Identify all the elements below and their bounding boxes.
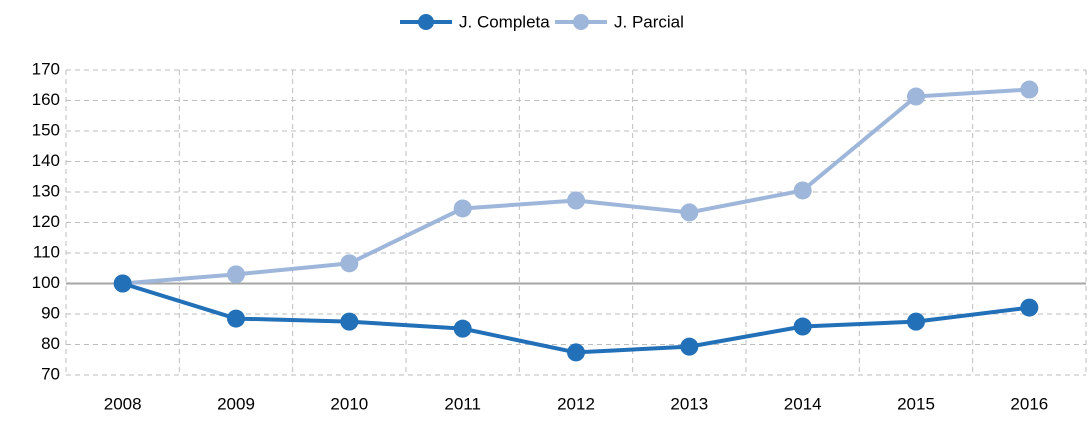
x-tick-label: 2011 [444,394,481,413]
data-point [227,309,245,328]
y-tick-label: 170 [32,59,60,78]
x-tick-label: 2010 [330,394,368,413]
data-point [1020,298,1039,317]
data-point [907,87,925,106]
x-tick-label: 2016 [1010,394,1048,413]
data-point [1020,80,1039,99]
data-point [340,254,359,273]
series-line [122,281,1030,355]
y-tick-label: 160 [32,90,60,109]
data-point [113,274,132,293]
legend-label: J. Completa [459,12,550,31]
data-point [567,191,585,210]
x-tick-label: 2012 [557,394,595,413]
y-tick-label: 70 [41,364,60,383]
legend-label: J. Parcial [614,12,684,31]
y-tick-label: 120 [32,212,60,231]
data-point [453,319,472,338]
legend-marker [573,14,589,30]
y-tick-label: 130 [32,181,60,200]
x-tick-label: 2008 [104,394,142,413]
x-tick-label: 2009 [217,394,255,413]
data-point [793,317,812,336]
y-tick-label: 150 [32,120,60,139]
data-point [227,265,245,284]
y-tick-label: 100 [32,273,60,292]
y-tick-label: 140 [32,151,60,170]
x-tick-label: 2013 [670,394,708,413]
data-point [907,312,925,331]
data-point [567,343,585,362]
legend-marker [418,14,434,30]
x-tick-label: 2014 [784,394,822,413]
data-point [680,203,699,222]
data-point [793,181,812,200]
data-point [453,199,472,218]
y-tick-label: 110 [33,242,60,261]
x-tick-label: 2015 [897,394,935,413]
y-tick-label: 80 [41,334,60,353]
data-point [340,312,359,331]
data-point [680,337,699,356]
y-tick-label: 90 [41,303,60,322]
series-line [122,87,1030,286]
